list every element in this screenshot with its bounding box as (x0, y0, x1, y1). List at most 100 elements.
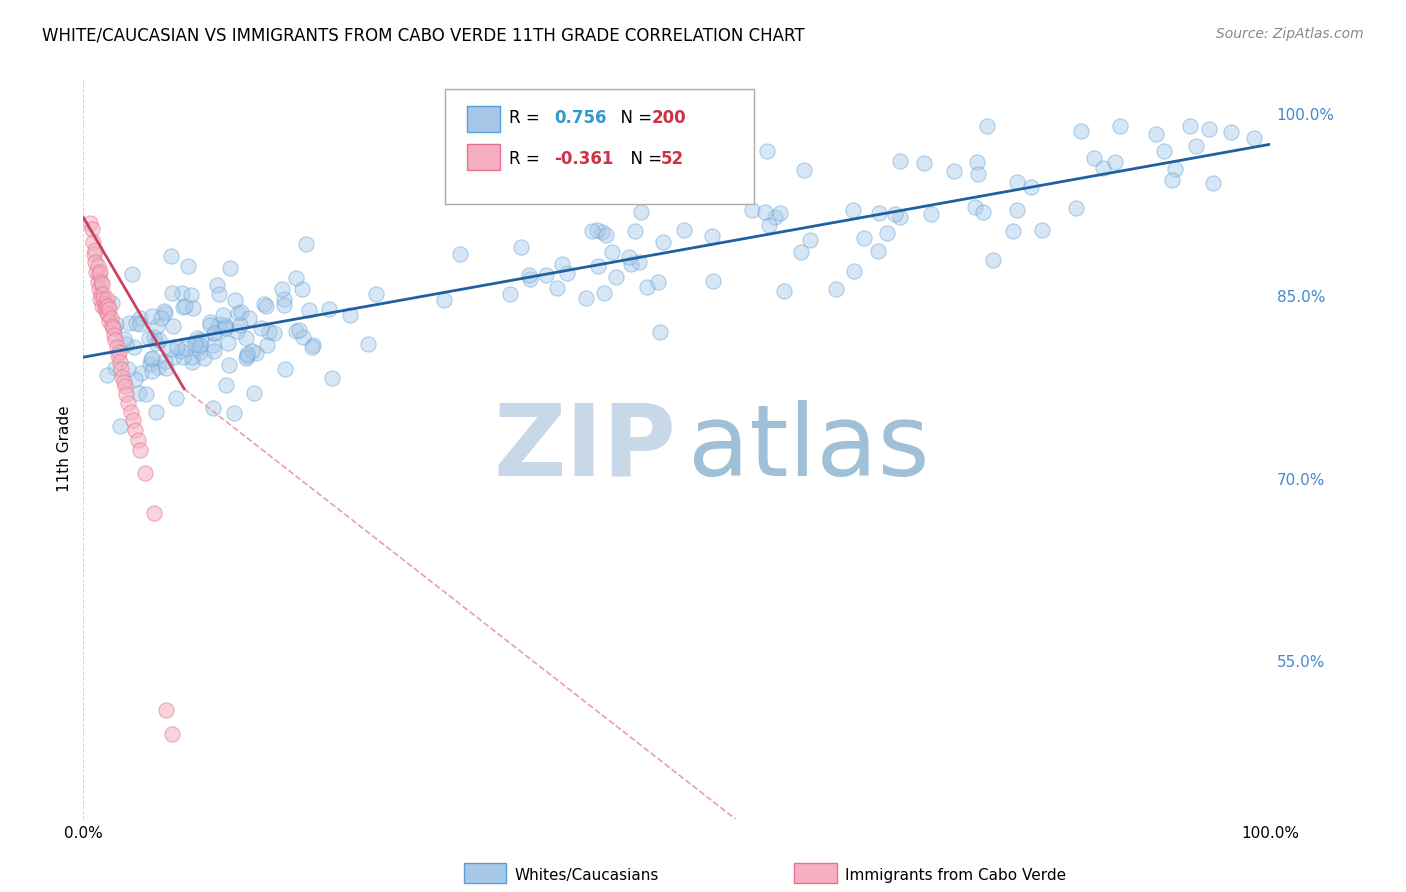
Point (868, 244, 890, 259)
Point (202, 344, 225, 359)
Point (575, 291, 598, 305)
Point (214, 321, 236, 335)
Point (226, 306, 249, 320)
Point (1070, 124, 1092, 138)
Point (117, 362, 139, 376)
Point (96, 292, 118, 306)
Point (186, 330, 208, 344)
Point (648, 325, 671, 339)
Point (768, 206, 790, 220)
Point (89, 265, 111, 279)
Point (153, 306, 176, 320)
Point (250, 321, 273, 335)
Point (853, 231, 876, 245)
Point (876, 226, 898, 240)
Point (1198, 122, 1220, 136)
Text: 52: 52 (661, 150, 685, 168)
Point (605, 269, 627, 284)
Point (1144, 127, 1167, 141)
Point (190, 333, 212, 347)
Point (181, 350, 204, 364)
Point (153, 304, 176, 318)
Point (271, 282, 294, 296)
Point (702, 274, 724, 288)
Point (124, 372, 146, 386)
Point (741, 202, 763, 217)
Point (586, 260, 609, 274)
Point (1163, 161, 1185, 176)
Point (165, 392, 187, 406)
Point (104, 361, 127, 376)
Point (114, 379, 136, 393)
Point (586, 223, 609, 237)
Point (162, 285, 184, 300)
Point (291, 282, 314, 296)
Point (118, 316, 141, 330)
Point (555, 266, 578, 280)
Point (966, 154, 988, 169)
Point (111, 369, 134, 384)
Point (318, 302, 340, 317)
Point (218, 358, 240, 372)
Point (238, 311, 260, 326)
Point (159, 249, 181, 263)
Point (672, 223, 695, 237)
Point (129, 311, 152, 326)
Point (965, 201, 987, 215)
Point (193, 351, 215, 365)
Point (201, 401, 224, 415)
FancyBboxPatch shape (467, 105, 499, 132)
Point (592, 286, 614, 301)
Point (756, 144, 779, 158)
Point (600, 245, 623, 260)
Point (145, 335, 167, 350)
Point (242, 385, 264, 400)
Point (295, 236, 318, 251)
Point (651, 235, 673, 249)
Point (90, 275, 112, 289)
Point (141, 309, 163, 323)
Point (301, 338, 323, 352)
Point (357, 337, 380, 351)
Point (288, 322, 311, 336)
Point (1005, 176, 1028, 190)
Point (162, 727, 184, 741)
Point (841, 202, 863, 217)
Point (122, 413, 145, 427)
Point (187, 341, 209, 355)
Point (499, 287, 522, 301)
Point (236, 350, 259, 364)
Point (124, 423, 146, 437)
Point (534, 268, 557, 283)
Point (148, 333, 170, 347)
Point (188, 338, 211, 352)
Point (166, 340, 188, 354)
Point (636, 280, 658, 294)
Point (245, 346, 267, 360)
Point (112, 332, 135, 346)
Point (101, 295, 124, 310)
Point (517, 268, 540, 282)
Point (104, 333, 127, 347)
Point (96, 368, 118, 382)
Point (96, 306, 118, 320)
Point (204, 326, 226, 340)
Point (758, 219, 780, 233)
Point (1002, 224, 1025, 238)
Point (117, 396, 139, 410)
Point (141, 364, 163, 378)
Point (301, 340, 323, 354)
Point (967, 167, 990, 181)
Text: N =: N = (610, 109, 658, 128)
Point (91, 277, 114, 292)
Point (79, 216, 101, 230)
Point (173, 341, 195, 355)
Point (256, 338, 278, 352)
FancyBboxPatch shape (446, 88, 754, 203)
Point (212, 308, 235, 322)
Point (120, 405, 142, 419)
Text: N =: N = (620, 150, 666, 168)
Point (170, 285, 193, 300)
Point (253, 297, 276, 311)
Point (235, 351, 257, 365)
